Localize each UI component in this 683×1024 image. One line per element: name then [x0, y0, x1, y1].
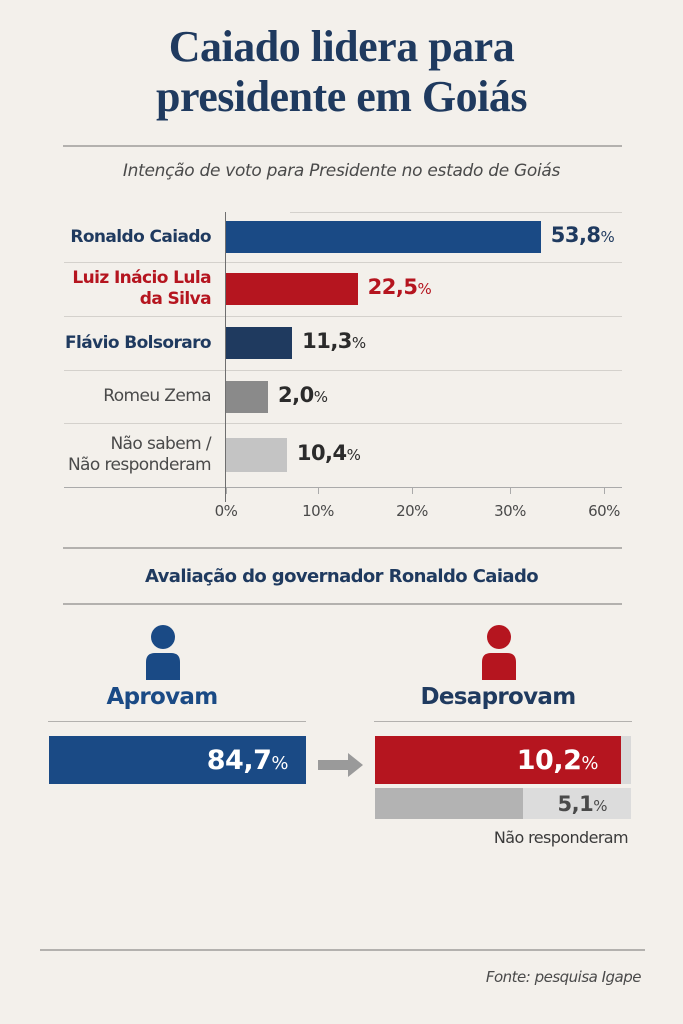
title-line-1: Caiado lidera para	[168, 22, 515, 71]
grid-line	[64, 316, 622, 317]
no-answer-value: 5,1%	[557, 792, 608, 816]
grid-line	[64, 423, 622, 424]
bar	[226, 380, 268, 413]
x-tick-label: 60%	[588, 502, 620, 520]
category-label: Flávio Bolsoraro	[65, 332, 212, 353]
person-approve-icon	[146, 625, 180, 680]
x-tick	[510, 487, 511, 494]
value-label: 10,4%	[296, 441, 361, 465]
grid-line	[290, 212, 622, 213]
approve-label: Aprovam	[106, 684, 219, 710]
grid-line	[64, 262, 622, 263]
disapprove-bar	[375, 736, 621, 784]
no-answer-label: Não responderam	[493, 828, 629, 847]
x-tick-label: 10%	[302, 502, 334, 520]
value-label: 22,5%	[367, 275, 432, 299]
approve-value: 84,7%	[206, 745, 289, 776]
approve-bar	[49, 736, 306, 784]
bar	[226, 438, 287, 472]
y-axis-line	[225, 212, 226, 502]
grid-line	[64, 370, 622, 371]
category-label: Luiz Inácio Lula da Silva	[72, 268, 211, 309]
divider	[63, 603, 622, 605]
x-tick	[412, 487, 413, 494]
divider	[63, 145, 622, 147]
bar	[226, 221, 541, 253]
category-label: Romeu Zema	[103, 386, 211, 406]
value-label: 2,0%	[278, 382, 328, 407]
value-label: 53,8%	[550, 223, 615, 247]
title-line-2: presidente em Goiás	[156, 72, 528, 121]
bar	[226, 273, 358, 305]
arrow-right-icon	[318, 753, 363, 777]
page-title: Caiado lidera para presidente em Goiás	[0, 22, 683, 122]
disapprove-label: Desaprovam	[420, 684, 577, 710]
person-disapprove-icon	[482, 625, 516, 680]
bar	[226, 327, 293, 359]
x-tick	[226, 487, 227, 494]
category-label: Ronaldo Caiado	[70, 226, 211, 247]
divider	[63, 547, 622, 549]
divider	[48, 721, 306, 722]
x-tick	[604, 487, 605, 494]
no-answer-bar	[375, 788, 523, 819]
x-tick-label: 20%	[396, 502, 428, 520]
chart-subtitle: Intenção de voto para Presidente no esta…	[122, 161, 561, 181]
category-label: Não sabem / Não responderam	[67, 434, 212, 475]
x-axis-line	[64, 487, 622, 488]
divider	[374, 721, 632, 722]
value-label: 11,3%	[302, 329, 366, 353]
x-tick-label: 30%	[494, 502, 526, 520]
source-note: Fonte: pesquisa Igape	[485, 968, 642, 986]
evaluation-title: Avaliação do governador Ronaldo Caiado	[144, 566, 539, 587]
disapprove-value: 10,2%	[516, 745, 599, 776]
x-tick	[318, 487, 319, 494]
divider	[40, 949, 645, 951]
x-tick-label: 0%	[214, 502, 238, 520]
